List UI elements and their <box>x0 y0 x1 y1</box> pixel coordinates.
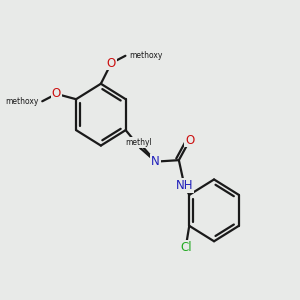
Text: N: N <box>151 155 160 168</box>
Text: methyl: methyl <box>125 138 152 147</box>
Text: methoxy: methoxy <box>5 97 38 106</box>
Text: NH: NH <box>176 179 193 192</box>
Text: O: O <box>52 87 61 101</box>
Text: Cl: Cl <box>181 241 192 254</box>
Text: methoxy: methoxy <box>130 51 163 60</box>
Text: O: O <box>106 57 116 70</box>
Text: O: O <box>185 134 194 147</box>
